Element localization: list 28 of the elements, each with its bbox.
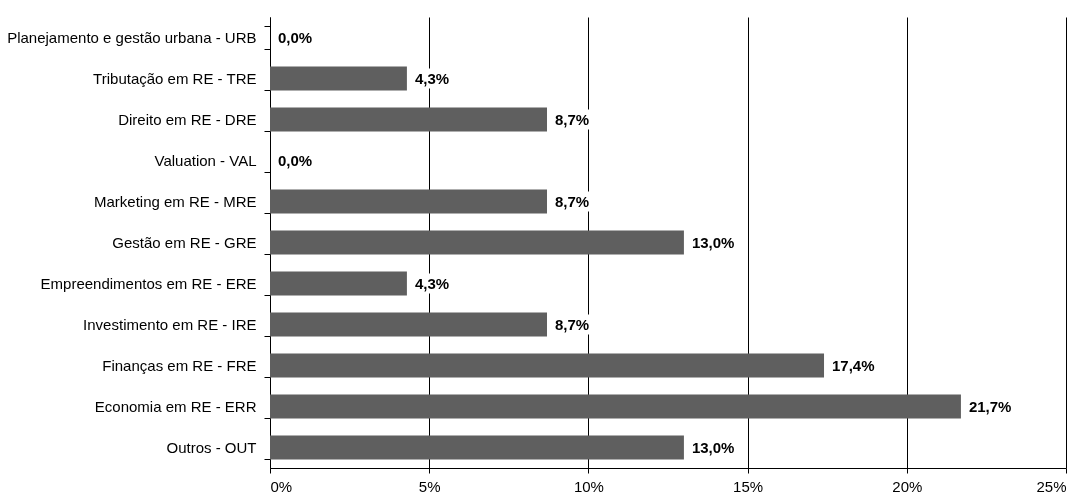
data-label: 8,7% [555, 110, 590, 128]
x-tick-label: 5% [418, 477, 441, 495]
x-tick-label: 25% [1036, 477, 1067, 495]
y-tick-label: Valuation - VAL [154, 152, 257, 169]
x-tick-label: 20% [892, 477, 923, 495]
y-tick-label: Finanças em RE - FRE [102, 357, 257, 374]
data-label: 17,4% [832, 356, 875, 374]
data-label: 0,0% [278, 28, 313, 46]
data-label: 0,0% [278, 151, 313, 169]
x-tick-label: 0% [270, 477, 293, 495]
y-tick-label: Planejamento e gestão urbana - URB [7, 29, 257, 46]
data-label: 21,7% [968, 397, 1012, 415]
y-tick-label: Empreendimentos em RE - ERE [40, 275, 257, 292]
y-tick-label: Tributação em RE - TRE [93, 70, 257, 87]
data-label: 13,0% [691, 233, 735, 251]
y-tick-label: Marketing em RE - MRE [93, 193, 257, 210]
x-tick-label: 10% [573, 477, 604, 495]
y-tick-label: Direito em RE - DRE [118, 111, 257, 128]
y-tick-label: Outros - OUT [166, 439, 257, 456]
x-tick-label: 15% [733, 477, 764, 495]
data-label: 4,3% [414, 274, 450, 292]
data-label: 8,7% [555, 192, 590, 210]
data-label: 13,0% [691, 438, 735, 456]
data-label: 8,7% [555, 315, 590, 333]
y-tick-label: Economia em RE - ERR [94, 398, 257, 415]
data-label: 4,3% [414, 69, 450, 87]
y-tick-label: Gestão em RE - GRE [112, 234, 257, 251]
y-tick-label: Investimento em RE - IRE [83, 316, 257, 333]
